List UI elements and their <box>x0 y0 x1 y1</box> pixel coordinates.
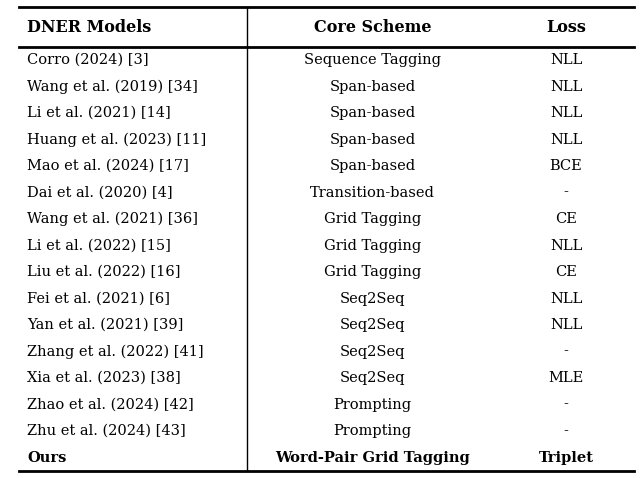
Text: -: - <box>564 398 568 412</box>
Text: Seq2Seq: Seq2Seq <box>340 292 405 305</box>
Text: Dai et al. (2020) [4]: Dai et al. (2020) [4] <box>27 185 173 200</box>
Text: Yan et al. (2021) [39]: Yan et al. (2021) [39] <box>27 318 183 332</box>
Text: NLL: NLL <box>550 318 582 332</box>
Text: NLL: NLL <box>550 239 582 252</box>
Text: -: - <box>564 424 568 438</box>
Text: Prompting: Prompting <box>333 424 412 438</box>
Text: Span-based: Span-based <box>330 132 415 147</box>
Text: BCE: BCE <box>550 159 582 173</box>
Text: Grid Tagging: Grid Tagging <box>324 265 421 279</box>
Text: Ours: Ours <box>27 451 67 465</box>
Text: Grid Tagging: Grid Tagging <box>324 239 421 252</box>
Text: Loss: Loss <box>546 19 586 35</box>
Text: NLL: NLL <box>550 292 582 305</box>
Text: DNER Models: DNER Models <box>27 19 151 35</box>
Text: Span-based: Span-based <box>330 159 415 173</box>
Text: Mao et al. (2024) [17]: Mao et al. (2024) [17] <box>27 159 189 173</box>
Text: Xia et al. (2023) [38]: Xia et al. (2023) [38] <box>27 371 180 385</box>
Text: Li et al. (2022) [15]: Li et al. (2022) [15] <box>27 239 171 252</box>
Text: Fei et al. (2021) [6]: Fei et al. (2021) [6] <box>27 292 170 305</box>
Text: Li et al. (2021) [14]: Li et al. (2021) [14] <box>27 106 171 120</box>
Text: Grid Tagging: Grid Tagging <box>324 212 421 226</box>
Text: Seq2Seq: Seq2Seq <box>340 371 405 385</box>
Text: Span-based: Span-based <box>330 80 415 94</box>
Text: Triplet: Triplet <box>538 451 593 465</box>
Text: NLL: NLL <box>550 80 582 94</box>
Text: -: - <box>564 345 568 358</box>
Text: Wang et al. (2019) [34]: Wang et al. (2019) [34] <box>27 79 198 94</box>
Text: NLL: NLL <box>550 132 582 147</box>
Text: Prompting: Prompting <box>333 398 412 412</box>
Text: Zhang et al. (2022) [41]: Zhang et al. (2022) [41] <box>27 344 204 359</box>
Text: Corro (2024) [3]: Corro (2024) [3] <box>27 53 148 67</box>
Text: Core Scheme: Core Scheme <box>314 19 431 35</box>
Text: Liu et al. (2022) [16]: Liu et al. (2022) [16] <box>27 265 180 279</box>
Text: -: - <box>564 185 568 200</box>
Text: Seq2Seq: Seq2Seq <box>340 345 405 358</box>
Text: Sequence Tagging: Sequence Tagging <box>304 53 441 67</box>
Text: Word-Pair Grid Tagging: Word-Pair Grid Tagging <box>275 451 470 465</box>
Text: Zhu et al. (2024) [43]: Zhu et al. (2024) [43] <box>27 424 186 438</box>
Text: NLL: NLL <box>550 106 582 120</box>
Text: Span-based: Span-based <box>330 106 415 120</box>
Text: Huang et al. (2023) [11]: Huang et al. (2023) [11] <box>27 132 206 147</box>
Text: Zhao et al. (2024) [42]: Zhao et al. (2024) [42] <box>27 398 194 412</box>
Text: Transition-based: Transition-based <box>310 185 435 200</box>
Text: NLL: NLL <box>550 53 582 67</box>
Text: CE: CE <box>555 265 577 279</box>
Text: Wang et al. (2021) [36]: Wang et al. (2021) [36] <box>27 212 198 226</box>
Text: Seq2Seq: Seq2Seq <box>340 318 405 332</box>
Text: MLE: MLE <box>548 371 584 385</box>
Text: CE: CE <box>555 212 577 226</box>
